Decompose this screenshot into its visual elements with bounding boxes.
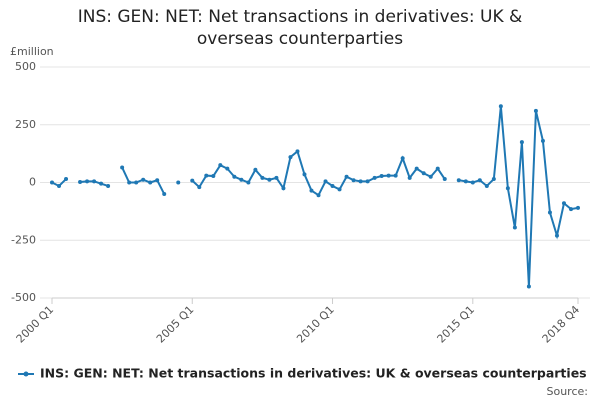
point	[435, 166, 440, 171]
point	[148, 180, 153, 185]
point	[106, 183, 111, 188]
y-tick-label: -250	[11, 233, 36, 246]
point	[50, 180, 54, 185]
point	[505, 186, 510, 191]
point	[365, 179, 370, 184]
point	[337, 187, 342, 192]
point	[267, 177, 272, 182]
point	[99, 181, 104, 186]
point	[57, 183, 62, 188]
point	[344, 174, 349, 179]
y-tick-label: 500	[15, 60, 36, 73]
point	[218, 163, 223, 168]
x-tick-label: 2005 Q1	[154, 303, 197, 346]
point	[540, 138, 545, 143]
point	[379, 174, 384, 179]
point	[92, 179, 97, 184]
point	[498, 104, 503, 109]
point	[323, 179, 328, 184]
x-tick-label: 2015 Q1	[435, 303, 478, 346]
point	[162, 192, 167, 197]
point	[288, 155, 293, 160]
series-line	[191, 149, 446, 197]
point	[211, 174, 216, 179]
y-axis-label: £million	[10, 45, 54, 58]
point	[204, 173, 209, 178]
point	[176, 180, 181, 185]
point	[456, 178, 461, 183]
point	[85, 179, 90, 184]
point	[64, 177, 69, 182]
point	[393, 173, 398, 178]
chart-title: INS: GEN: NET: Net transactions in deriv…	[77, 7, 523, 49]
point	[295, 149, 300, 154]
point	[533, 108, 538, 113]
point	[519, 140, 524, 145]
point	[225, 166, 230, 171]
point	[260, 175, 265, 180]
point	[141, 177, 146, 182]
point	[316, 193, 321, 198]
y-tick-label: 250	[15, 118, 36, 131]
point	[197, 185, 202, 190]
legend-label: INS: GEN: NET: Net transactions in deriv…	[40, 366, 587, 381]
point	[302, 172, 307, 177]
x-tick-label: 2000 Q1	[14, 303, 57, 346]
point	[484, 183, 489, 188]
point	[232, 174, 237, 179]
point	[134, 180, 139, 185]
point	[281, 186, 286, 191]
point	[274, 175, 279, 180]
point	[190, 178, 195, 183]
point	[428, 174, 433, 179]
point	[421, 171, 426, 176]
point	[246, 180, 251, 185]
point	[477, 178, 482, 183]
legend-swatch-dot	[23, 371, 29, 377]
point	[358, 179, 363, 184]
x-tick-label: 2018 Q4	[540, 303, 583, 346]
point	[386, 173, 391, 178]
series-line	[458, 106, 579, 287]
point	[568, 207, 573, 212]
point	[78, 180, 83, 185]
point	[309, 188, 314, 193]
y-tick-label: 0	[29, 176, 36, 189]
point	[526, 284, 531, 289]
point	[127, 180, 132, 185]
point	[561, 201, 566, 206]
point	[120, 165, 125, 170]
source: Source:	[547, 385, 589, 398]
point	[372, 175, 377, 180]
y-tick-label: -500	[11, 291, 36, 304]
point	[414, 166, 419, 171]
point	[239, 177, 244, 182]
point	[351, 178, 356, 183]
point	[330, 183, 335, 188]
point	[253, 167, 258, 172]
point	[491, 177, 496, 182]
x-tick-label: 2010 Q1	[294, 303, 337, 346]
point	[470, 180, 475, 185]
point	[442, 177, 447, 182]
point	[554, 233, 559, 238]
point	[463, 179, 468, 184]
point	[547, 210, 552, 215]
point	[155, 178, 160, 183]
point	[576, 205, 580, 210]
point	[400, 156, 405, 161]
point	[407, 175, 412, 180]
point	[512, 225, 517, 230]
